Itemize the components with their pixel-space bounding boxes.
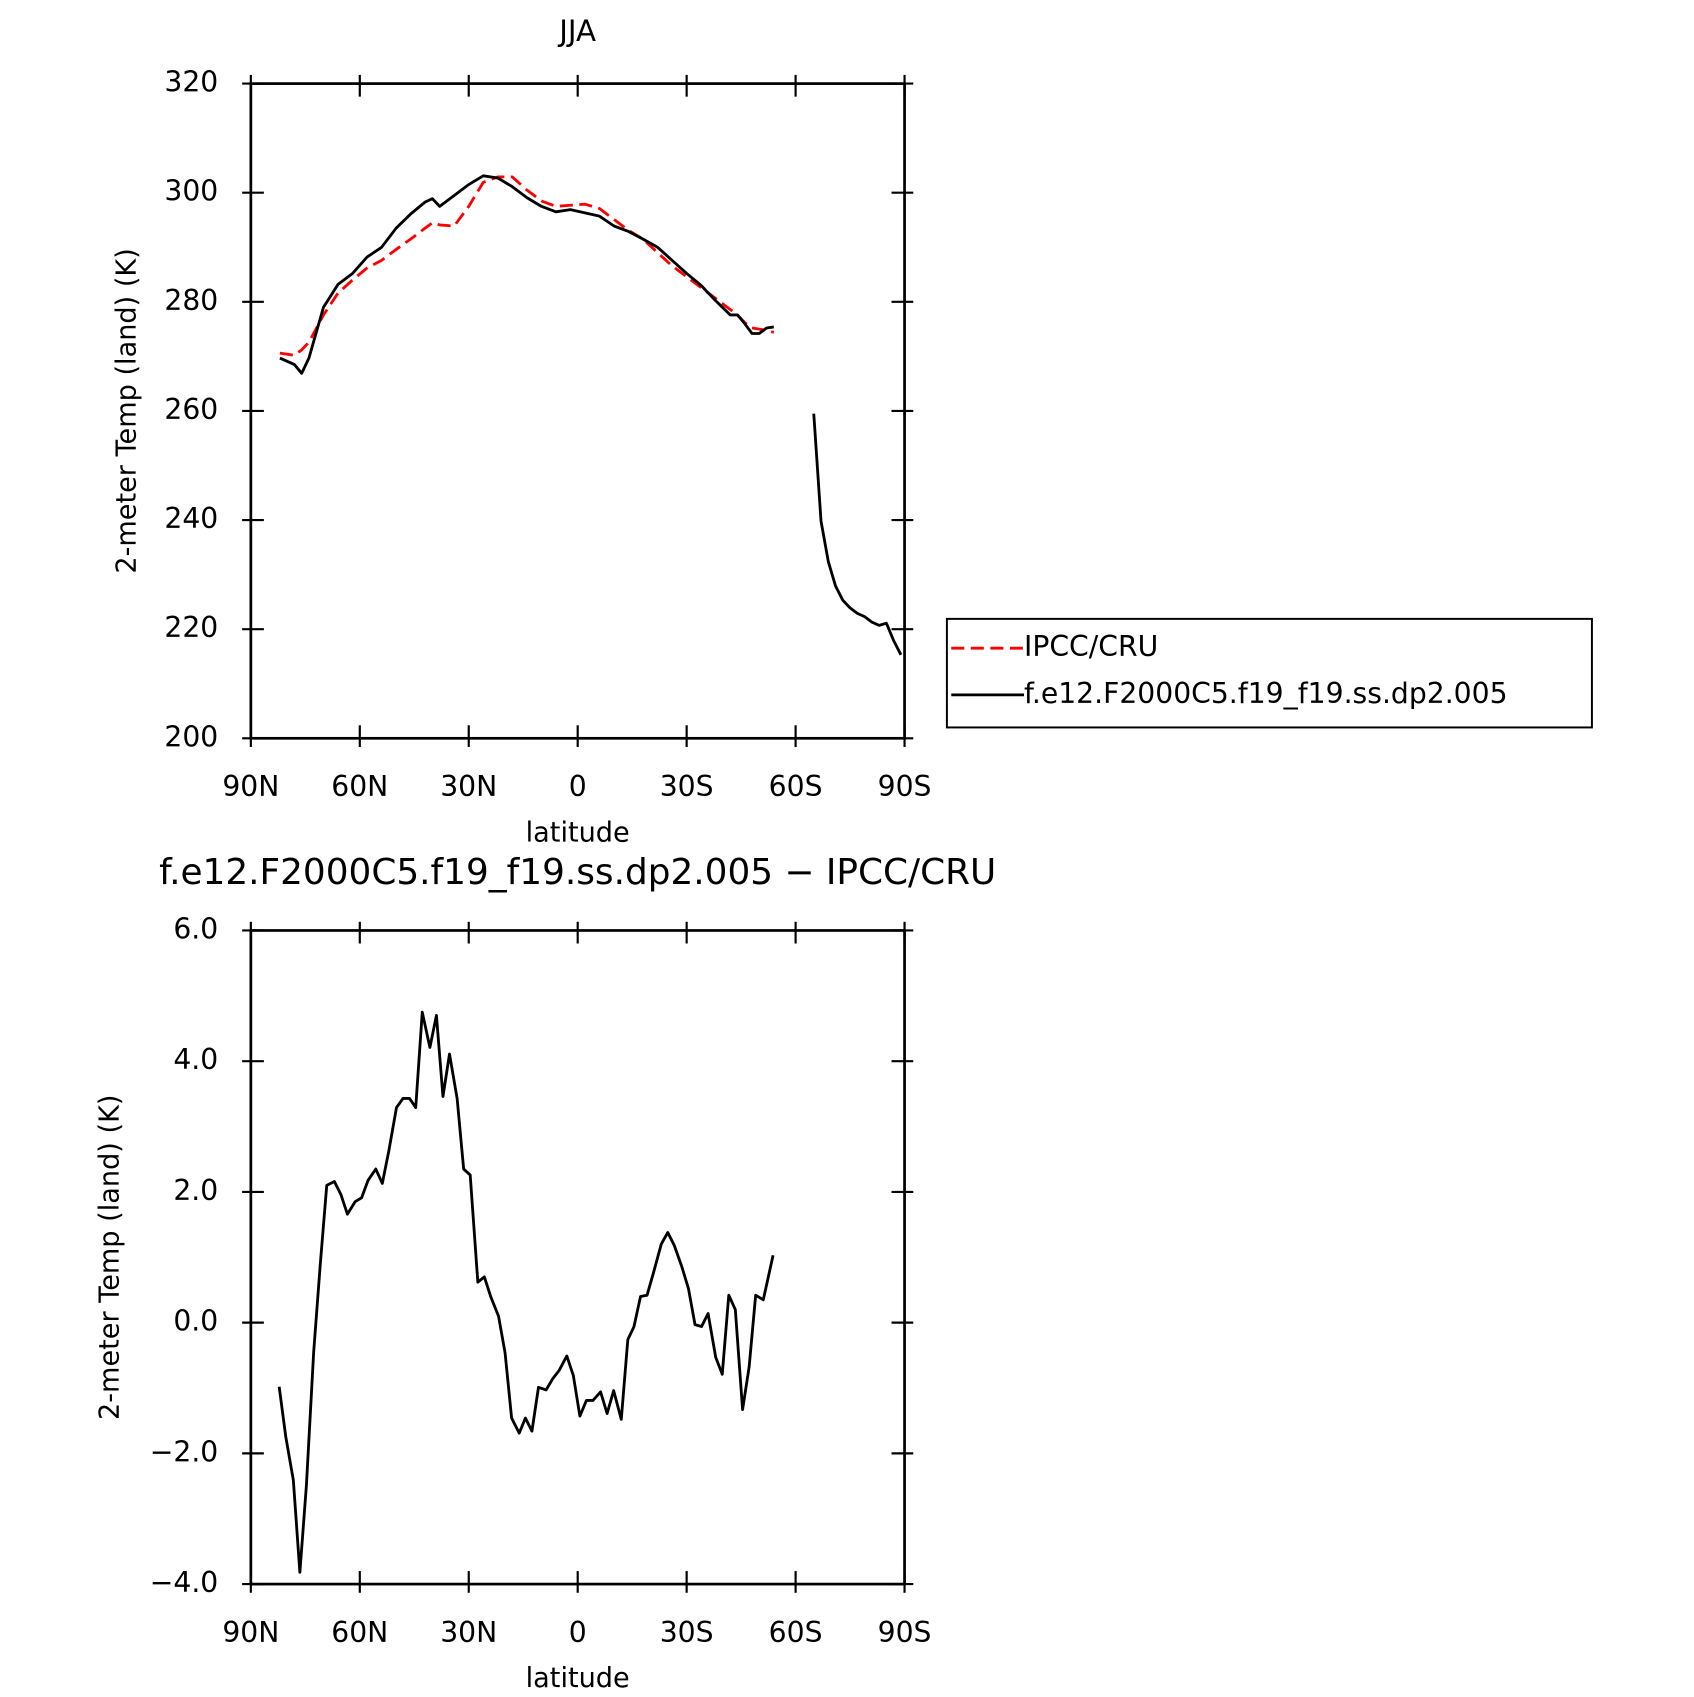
y-tick-label: 200 xyxy=(164,720,218,753)
y-tick-label: 320 xyxy=(164,66,218,99)
series-line xyxy=(279,175,775,357)
x-tick-label: 60S xyxy=(769,770,823,803)
x-tick-label: 90S xyxy=(878,1616,932,1649)
x-tick-label: 30S xyxy=(660,1616,714,1649)
x-tick-label: 90N xyxy=(222,770,279,803)
x-tick-label: 0 xyxy=(569,1616,587,1649)
x-axis-label: latitude xyxy=(526,817,630,848)
legend-label: IPCC/CRU xyxy=(1024,630,1158,663)
y-tick-label: 4.0 xyxy=(173,1043,218,1076)
x-tick-label: 60S xyxy=(769,1616,823,1649)
x-tick-label: 90S xyxy=(878,770,932,803)
x-tick-label: 30N xyxy=(440,770,497,803)
x-tick-label: 30N xyxy=(440,1616,497,1649)
chart-title: f.e12.F2000C5.f19_f19.ss.dp2.005 − IPCC/… xyxy=(159,852,996,893)
chart-title: JJA xyxy=(557,14,596,48)
plot-frame xyxy=(249,82,906,740)
y-tick-label: 0.0 xyxy=(173,1305,218,1338)
y-tick-label: 220 xyxy=(164,611,218,644)
legend-box xyxy=(945,617,1593,729)
y-axis-label: 2-meter Temp (land) (K) xyxy=(94,1095,125,1420)
y-tick-label: −4.0 xyxy=(150,1566,219,1599)
series-line xyxy=(277,1010,775,1574)
legend-label: f.e12.F2000C5.f19_f19.ss.dp2.005 xyxy=(1024,677,1508,710)
x-tick-label: 30S xyxy=(660,770,714,803)
x-tick-label: 60N xyxy=(331,1616,388,1649)
y-tick-label: 280 xyxy=(164,284,218,317)
y-tick-label: 260 xyxy=(164,393,218,426)
series-line xyxy=(279,174,903,656)
plot-frame xyxy=(249,929,906,1586)
x-axis-label: latitude xyxy=(526,1663,630,1694)
y-tick-label: 6.0 xyxy=(173,912,218,945)
y-tick-label: −2.0 xyxy=(150,1435,219,1468)
y-tick-label: 2.0 xyxy=(173,1174,218,1207)
x-tick-label: 90N xyxy=(222,1616,279,1649)
y-tick-label: 300 xyxy=(164,175,218,208)
x-tick-label: 60N xyxy=(331,770,388,803)
y-tick-label: 240 xyxy=(164,502,218,535)
y-axis-label: 2-meter Temp (land) (K) xyxy=(112,248,143,573)
x-tick-label: 0 xyxy=(569,770,587,803)
